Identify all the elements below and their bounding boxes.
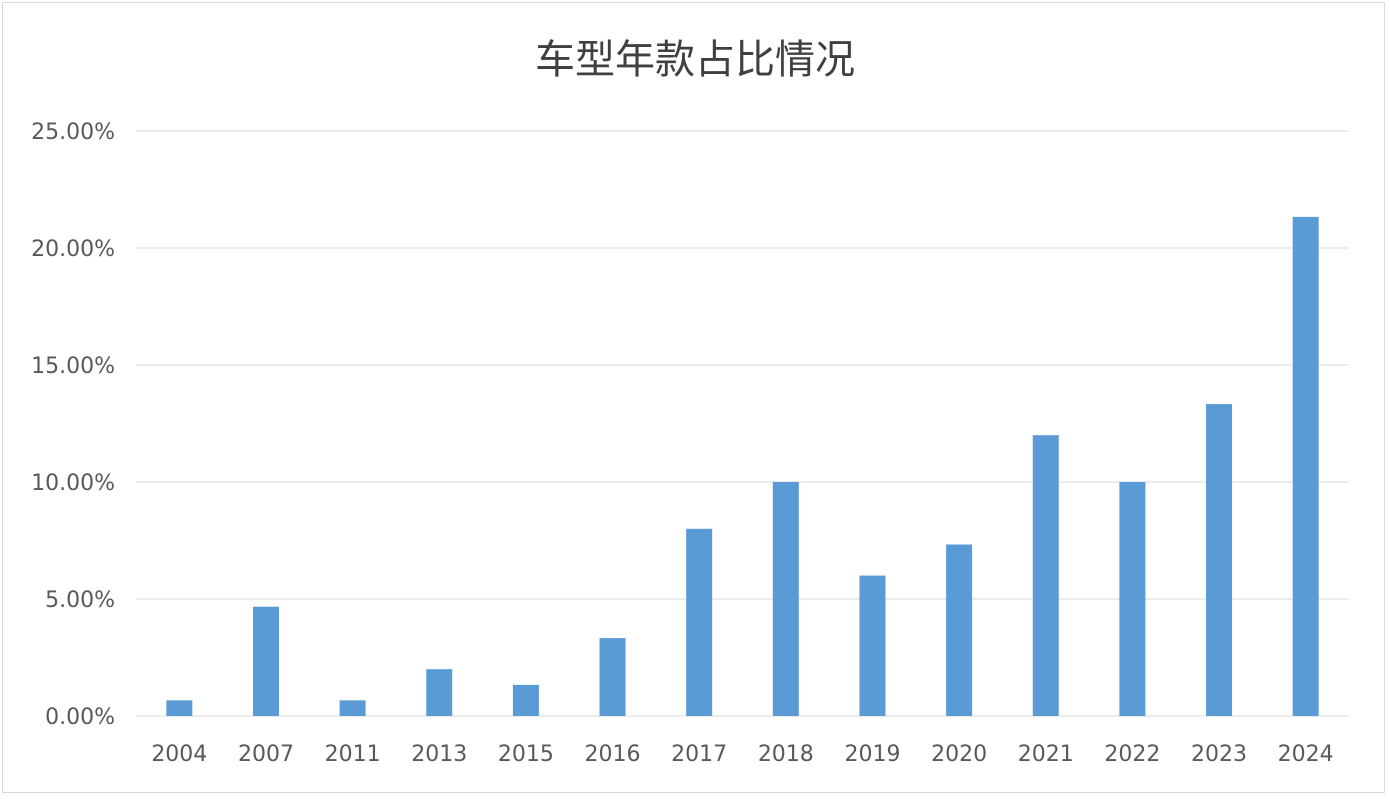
chart-title: 车型年款占比情况 [535, 37, 855, 83]
y-tick-label: 20.00% [31, 237, 115, 262]
y-tick-label: 0.00% [45, 705, 115, 730]
bar-2013 [426, 669, 453, 716]
x-tick-label: 2020 [931, 742, 987, 767]
x-tick-label: 2024 [1278, 742, 1334, 767]
bar-2018 [772, 482, 799, 716]
x-tick-label: 2011 [325, 742, 381, 767]
y-axis-tick-labels: 0.00% 5.00% 10.00% 15.00% 20.00% 25.00% [31, 120, 115, 730]
bars [166, 216, 1319, 717]
bar-2022 [1119, 482, 1146, 716]
y-tick-label: 15.00% [31, 354, 115, 379]
x-tick-label: 2018 [758, 742, 814, 767]
bar-2007 [252, 606, 279, 716]
gridlines [136, 130, 1349, 717]
bar-chart: 车型年款占比情况 0.00% 5.00% 10.00% 15.00% 20.00% 25.… [31, 37, 1349, 767]
bar-2021 [1032, 435, 1059, 716]
bar-2004 [166, 700, 193, 716]
bar-2019 [859, 575, 886, 716]
x-tick-label: 2013 [411, 742, 467, 767]
bar-2015 [512, 684, 539, 716]
x-tick-label: 2019 [844, 742, 900, 767]
bar-2011 [339, 700, 366, 716]
bar-2016 [599, 638, 626, 716]
x-tick-label: 2015 [498, 742, 554, 767]
x-axis-tick-labels: 2004 2007 2011 2013 2015 2016 2017 2018 2019 2020… [151, 742, 1333, 767]
bar-2017 [686, 528, 713, 716]
x-tick-label: 2023 [1191, 742, 1247, 767]
bar-2020 [946, 544, 973, 716]
bar-2023 [1206, 404, 1233, 716]
x-tick-label: 2016 [585, 742, 641, 767]
bar-2024 [1292, 216, 1319, 717]
y-tick-label: 5.00% [45, 588, 115, 613]
y-tick-label: 10.00% [31, 471, 115, 496]
x-tick-label: 2017 [671, 742, 727, 767]
x-tick-label: 2004 [151, 742, 207, 767]
x-tick-label: 2021 [1018, 742, 1074, 767]
y-tick-label: 25.00% [31, 120, 115, 145]
x-tick-label: 2022 [1104, 742, 1160, 767]
x-tick-label: 2007 [238, 742, 294, 767]
